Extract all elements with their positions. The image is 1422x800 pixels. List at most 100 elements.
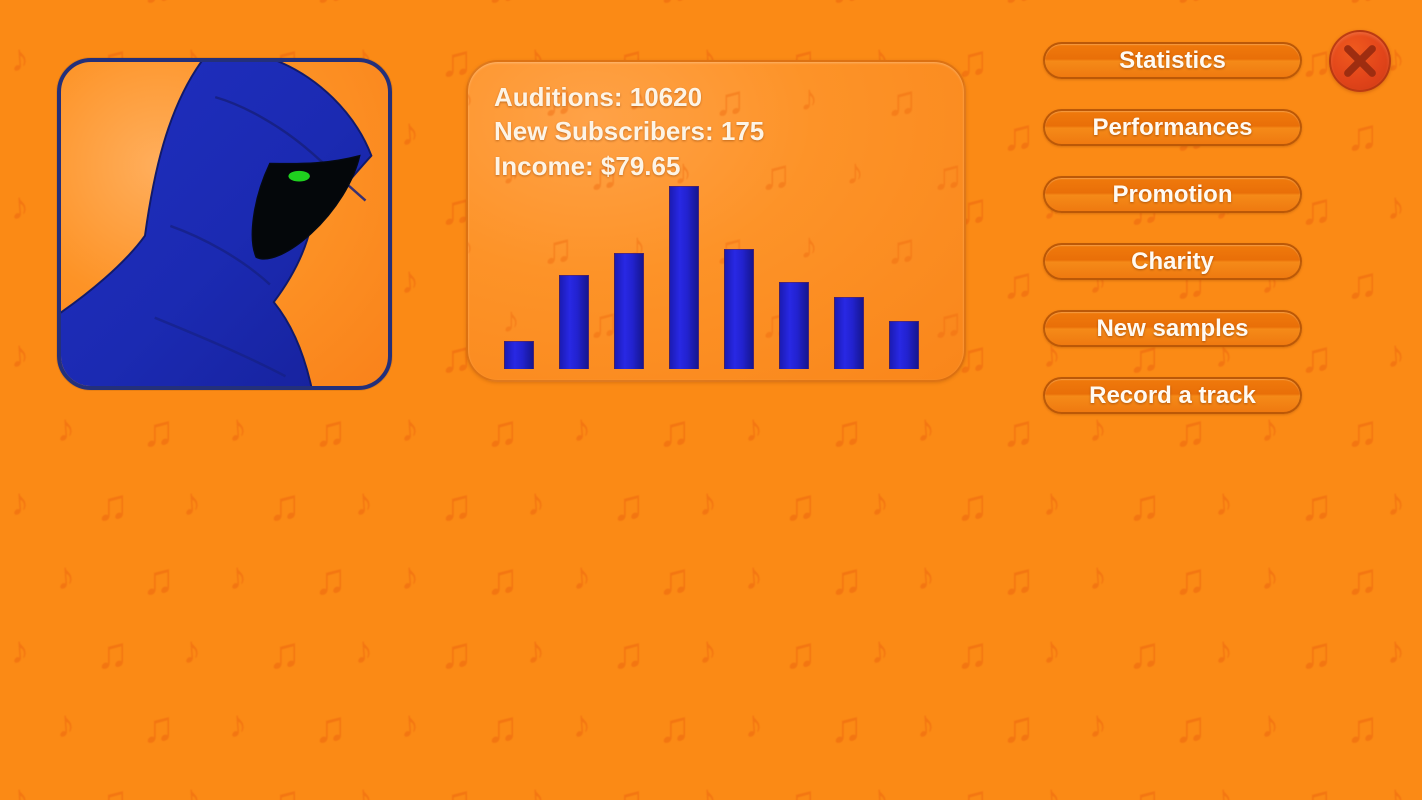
music-note-icon: ♫ [1174, 555, 1207, 604]
music-note-icon: ♪ [54, 703, 77, 747]
music-note-icon: ♫ [314, 555, 347, 604]
music-note-icon: ♪ [54, 407, 77, 451]
music-note-icon: ♫ [440, 629, 473, 678]
music-note-icon: ♪ [1384, 481, 1407, 525]
music-note-icon: ♫ [440, 481, 473, 530]
music-note-icon: ♫ [1346, 703, 1379, 752]
music-note-icon: ♪ [1212, 481, 1235, 525]
music-note-icon: ♪ [1384, 185, 1407, 229]
music-note-icon: ♫ [268, 629, 301, 678]
music-note-icon: ♫ [830, 0, 863, 10]
hood-shape [61, 62, 373, 386]
music-note-icon: ♪ [180, 629, 203, 673]
menu-button-statistics[interactable]: Statistics [1043, 42, 1302, 79]
music-note-icon: ♪ [8, 629, 31, 673]
music-note-icon: ♫ [612, 629, 645, 678]
menu-button-record-a-track[interactable]: Record a track [1043, 377, 1302, 414]
eye-glow-icon [288, 170, 310, 182]
face-shadow [251, 154, 361, 260]
music-note-icon: ♪ [398, 555, 421, 599]
music-note-icon: ♫ [1300, 185, 1333, 234]
music-note-icon: ♪ [1086, 703, 1109, 747]
music-note-icon: ♪ [696, 629, 719, 673]
avatar[interactable] [57, 58, 392, 390]
music-note-icon: ♪ [570, 555, 593, 599]
music-note-icon: ♫ [1002, 259, 1035, 308]
music-note-icon: ♪ [914, 703, 937, 747]
music-note-icon: ♪ [1212, 777, 1235, 800]
music-note-icon: ♫ [956, 629, 989, 678]
music-note-icon: ♪ [1259, 0, 1281, 7]
close-button[interactable] [1329, 30, 1391, 92]
music-note-icon: ♫ [1002, 0, 1035, 10]
music-note-icon: ♫ [1346, 555, 1379, 604]
hood-crease-mid [169, 224, 271, 286]
music-note-icon: ♫ [612, 780, 645, 800]
menu-button-new-samples[interactable]: New samples [1043, 310, 1302, 347]
music-note-icon: ♪ [524, 629, 547, 673]
menu-button-charity[interactable]: Charity [1043, 243, 1302, 280]
music-note-icon: ♫ [1300, 333, 1333, 382]
music-note-icon: ♪ [914, 407, 937, 451]
music-note-icon: ♫ [0, 114, 3, 158]
menu-button-promotion[interactable]: Promotion [1043, 176, 1302, 213]
music-note-icon: ♪ [914, 555, 937, 599]
music-note-icon: ♫ [658, 407, 691, 456]
music-note-icon: ♪ [180, 481, 203, 525]
hood-crease-low [154, 316, 287, 378]
music-note-icon: ♫ [142, 555, 175, 604]
music-note-icon: ♫ [268, 780, 301, 800]
music-note-icon: ♫ [956, 481, 989, 530]
music-note-icon: ♪ [570, 407, 593, 451]
music-note-icon: ♫ [658, 703, 691, 752]
music-note-icon: ♪ [868, 481, 891, 525]
chart-bar [889, 321, 919, 369]
music-note-icon: ♫ [658, 0, 691, 10]
stat-auditions: Auditions: 10620 [494, 82, 703, 112]
music-note-icon: ♫ [1174, 0, 1207, 10]
music-note-icon: ♪ [1384, 777, 1407, 800]
music-note-icon: ♪ [398, 407, 421, 451]
music-note-icon: ♫ [956, 780, 989, 800]
music-note-icon: ♪ [1384, 333, 1407, 377]
music-note-icon: ♫ [314, 703, 347, 752]
music-note-icon: ♫ [1128, 780, 1161, 800]
music-note-icon: ♫ [440, 780, 473, 800]
statistics-panel: ♫♪♫♪♫♪♫♪♪♫♪♫♪♫♪♫♫♪♫♪♫♪♫♪♪♫♪♫♪♫♪♫♫♪♫♪♫♪♫♪… [466, 60, 966, 382]
music-note-icon: ♪ [696, 777, 719, 800]
menu-button-performances[interactable]: Performances [1043, 109, 1302, 146]
weekly-bar-chart [468, 62, 964, 380]
music-note-icon: ♪ [8, 333, 31, 377]
music-note-icon: ♪ [524, 481, 547, 525]
music-note-icon: ♫ [830, 555, 863, 604]
music-note-icon: ♪ [352, 777, 375, 800]
music-note-icon: ♫ [1128, 629, 1161, 678]
music-note-icon: ♫ [142, 703, 175, 752]
music-note-icon: ♫ [1300, 481, 1333, 530]
music-note-icon: ♪ [1087, 0, 1109, 7]
music-note-icon: ♪ [1258, 703, 1281, 747]
music-note-icon: ♪ [227, 0, 249, 7]
music-note-icon: ♪ [1040, 777, 1063, 800]
music-note-icon: ♫ [0, 706, 3, 750]
music-note-icon: ♪ [571, 0, 593, 7]
music-note-icon: ♪ [524, 777, 547, 800]
music-note-icon: ♫ [0, 558, 3, 602]
music-note-icon: ♪ [696, 481, 719, 525]
music-note-icon: ♫ [314, 407, 347, 456]
music-note-icon: ♫ [0, 410, 3, 454]
music-note-icon: ♪ [1384, 629, 1407, 673]
music-note-icon: ♪ [743, 0, 765, 7]
music-note-icon: ♫ [0, 0, 3, 10]
music-note-icon: ♫ [96, 629, 129, 678]
music-note-icon: ♫ [1300, 629, 1333, 678]
music-note-icon: ♪ [226, 407, 249, 451]
stats-text-block: Auditions: 10620 New Subscribers: 175 In… [494, 80, 764, 183]
music-note-icon: ♫ [658, 555, 691, 604]
music-note-icon: ♪ [915, 0, 937, 7]
music-note-icon: ♪ [868, 777, 891, 800]
music-note-icon: ♫ [784, 629, 817, 678]
stat-income: Income: $79.65 [494, 150, 681, 181]
music-note-icon: ♫ [314, 0, 347, 10]
music-note-icon: ♪ [8, 777, 31, 800]
